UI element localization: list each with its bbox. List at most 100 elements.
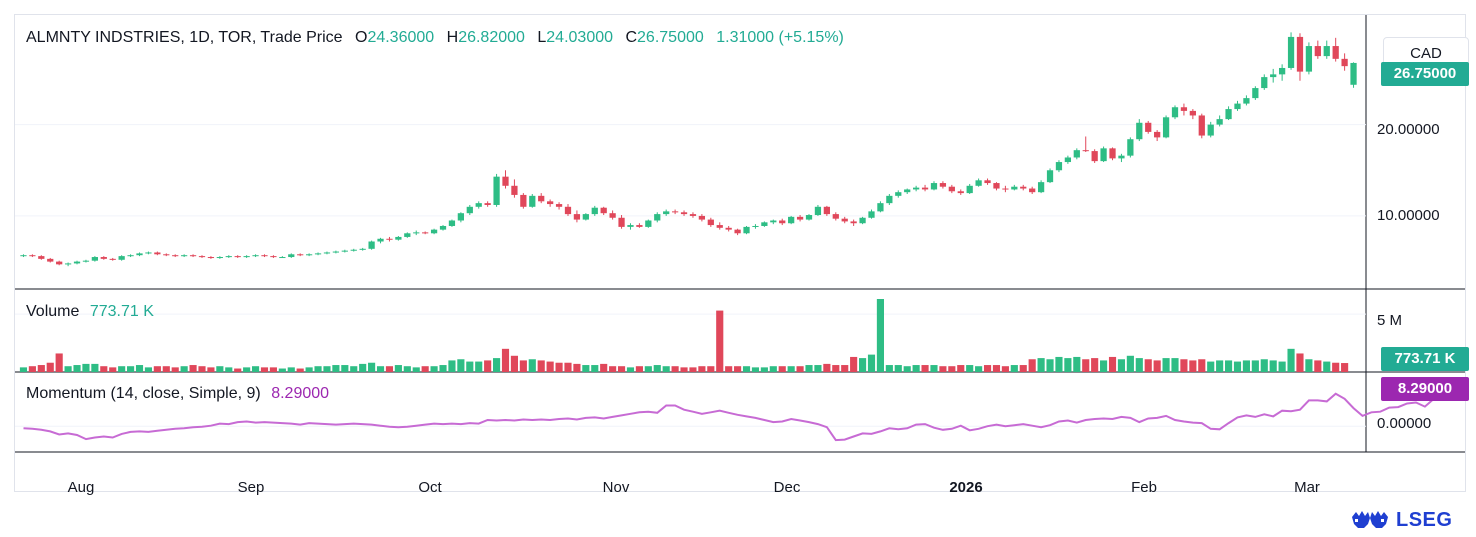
volume-bar	[1278, 361, 1286, 372]
candle	[904, 188, 911, 195]
candle	[1002, 185, 1009, 193]
volume-bar	[46, 362, 54, 372]
candle	[1332, 37, 1339, 62]
volume-bar	[64, 366, 72, 372]
volume-label: Volume	[26, 303, 80, 320]
candle	[172, 254, 179, 258]
candle	[100, 256, 107, 260]
candle	[377, 237, 384, 244]
volume-bar	[171, 367, 179, 372]
candle	[502, 170, 509, 189]
candle-body	[234, 256, 241, 258]
volume-bar	[635, 366, 643, 372]
volume-bar	[867, 354, 876, 372]
candle	[1136, 119, 1143, 142]
volume-bar	[1341, 363, 1349, 372]
candle-body	[511, 185, 518, 195]
chart-canvas[interactable]	[15, 15, 1465, 491]
chart-frame[interactable]: ALMNTY INDSTRIES, 1D, TOR, Trade Price O…	[14, 14, 1469, 496]
volume-bar	[287, 367, 295, 372]
time-label-sep: Sep	[237, 479, 265, 496]
candle	[216, 256, 223, 259]
volume-bar	[707, 366, 715, 372]
volume-bar	[1126, 355, 1134, 372]
volume-bar	[118, 366, 126, 372]
volume-bar	[493, 358, 501, 372]
volume-bar	[1028, 359, 1036, 372]
candle-body	[457, 213, 464, 221]
candle-body	[118, 256, 125, 260]
candle	[600, 206, 607, 216]
candle	[1216, 115, 1223, 127]
candle-body	[671, 211, 679, 213]
candle	[1314, 40, 1321, 59]
candle-body	[698, 215, 706, 220]
volume-bar	[591, 365, 599, 372]
momentum-label: Momentum (14, close, Simple, 9)	[26, 385, 261, 402]
candle-body	[1252, 88, 1259, 99]
candle-body	[975, 180, 982, 186]
candle-body	[707, 219, 714, 226]
candle-body	[636, 225, 643, 227]
volume-bar	[617, 366, 626, 372]
volume-bar	[1108, 356, 1117, 372]
candle-body	[64, 263, 72, 265]
candle	[430, 228, 438, 235]
volume-legend: Volume 773.71 K	[26, 303, 154, 321]
candle-body	[850, 221, 857, 224]
candle	[805, 214, 813, 221]
candle	[82, 259, 90, 263]
volume-bar	[876, 299, 884, 372]
volume-bar	[403, 366, 411, 372]
volume-bar	[1037, 358, 1045, 372]
candle	[859, 216, 866, 225]
volume-bar	[207, 367, 215, 372]
volume-bar	[1162, 358, 1170, 372]
volume-bar	[912, 365, 920, 372]
volume-bar	[832, 365, 840, 372]
volume-bar	[350, 366, 358, 372]
candle	[529, 194, 536, 208]
candle-body	[895, 192, 902, 196]
volume-bar	[501, 348, 510, 372]
candle-body	[618, 217, 625, 227]
volume-bar	[91, 363, 99, 372]
candle-body	[1225, 109, 1232, 120]
candle-body	[29, 255, 36, 257]
candle	[466, 204, 473, 216]
candle	[770, 219, 777, 225]
candle-body	[1073, 150, 1080, 158]
candle	[1198, 113, 1205, 139]
volume-bar	[537, 360, 545, 372]
candle-body	[484, 203, 491, 205]
volume-bar	[376, 366, 385, 372]
candle	[279, 256, 286, 259]
volume-bar	[903, 366, 911, 372]
candle-body	[1046, 170, 1054, 183]
candle-body	[305, 254, 313, 256]
volume-bar	[894, 365, 902, 372]
volume-bar	[1242, 360, 1250, 372]
candle-layer	[20, 32, 1357, 267]
candle-body	[314, 253, 322, 255]
volume-bar	[975, 366, 983, 372]
candle-body	[172, 255, 179, 257]
volume-bar	[421, 366, 429, 372]
candle	[868, 209, 875, 219]
volume-bar	[1135, 358, 1143, 372]
candle	[877, 201, 884, 213]
candle-body	[261, 255, 268, 257]
brand-logo: LSEG	[1350, 506, 1452, 534]
candle	[582, 213, 589, 221]
time-label-dec: Dec	[773, 479, 801, 496]
candle	[181, 254, 188, 258]
volume-bar	[760, 367, 768, 372]
volume-bar	[983, 365, 992, 372]
candle	[1287, 32, 1295, 70]
volume-bar	[162, 366, 170, 372]
candle	[1162, 115, 1170, 139]
candle	[1154, 130, 1161, 142]
volume-bar	[305, 367, 313, 372]
volume-bar	[180, 366, 188, 372]
volume-bar	[100, 366, 108, 372]
